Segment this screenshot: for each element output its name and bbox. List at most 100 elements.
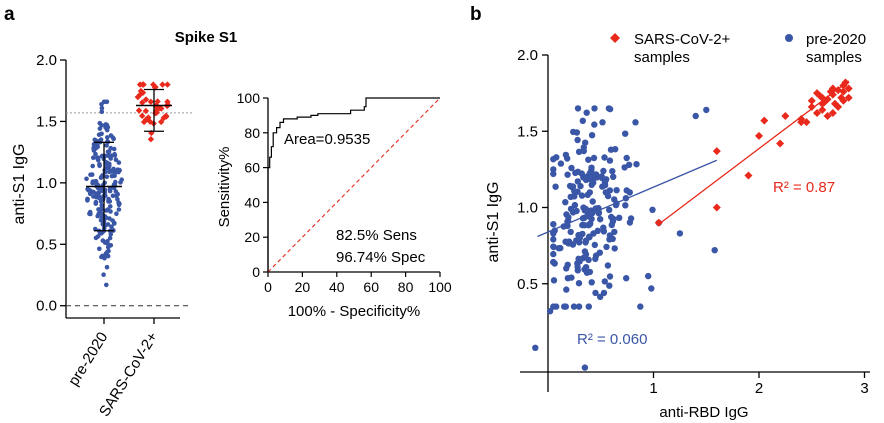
pre2020-point (557, 244, 564, 252)
roc-y-tick-label: 40 (244, 194, 260, 210)
spec-annotation: 96.74% Spec (336, 249, 426, 266)
sars-point (712, 203, 721, 212)
pre2020-point (96, 207, 101, 212)
legend-pre2020-label: pre-2020 samples (806, 31, 870, 66)
pre2020-point (550, 221, 557, 228)
panel-a-scatter: Spike S1 0.0 0.5 1.0 1.5 2.0 anti-S1 IgG pre… (11, 29, 237, 420)
pre2020-point (586, 268, 594, 276)
pre2020-point (592, 289, 599, 297)
pre2020-point (108, 204, 113, 209)
pre2020-point (599, 119, 606, 126)
roc-x-tick-label: 100 (428, 279, 452, 295)
pre2020-point (116, 160, 122, 165)
pre2020-point (99, 123, 104, 128)
pre2020-point (532, 344, 539, 351)
pre2020-point (592, 255, 599, 262)
r2-sars-label: R² = 0.87 (773, 179, 835, 196)
pre2020-point (98, 198, 104, 204)
pre2020-point (550, 243, 557, 250)
pre2020-point (96, 211, 101, 217)
pre2020-point (585, 256, 592, 263)
pre2020-point (611, 228, 618, 236)
pre2020-point (562, 151, 570, 159)
sars-point (807, 102, 816, 111)
b-y-tick-label: 2.0 (517, 47, 538, 64)
pre2020-point (108, 209, 113, 214)
sars-point (140, 118, 148, 126)
pre2020-point (546, 308, 554, 315)
pre2020-point (107, 235, 113, 241)
sars-point (744, 171, 753, 180)
sars-point (157, 118, 165, 126)
panel-label-a: a (4, 4, 15, 25)
pre2020-point (645, 272, 652, 280)
pre2020-point (598, 174, 606, 182)
sars-point (654, 218, 663, 227)
plot-area (84, 81, 172, 288)
sars-point (154, 98, 161, 105)
pre2020-point (98, 137, 104, 142)
pre2020-point (563, 265, 570, 272)
pre2020-point (563, 286, 570, 293)
pre2020-point (564, 275, 572, 282)
sars-point (844, 84, 853, 93)
r2-pre2020-label: R² = 0.060 (577, 331, 647, 348)
pre2020-point (112, 221, 117, 226)
pre2020-point (571, 193, 578, 200)
pre2020-point (564, 171, 571, 178)
pre2020-point (692, 112, 699, 120)
pre2020-point (576, 234, 584, 242)
pre2020-point (99, 186, 105, 192)
sars-point (135, 107, 143, 114)
pre2020-point (574, 105, 582, 112)
roc-x-tick-label: 80 (398, 279, 414, 295)
pre2020-point (99, 202, 104, 208)
pre2020-point (579, 117, 586, 125)
panel-a-roc: 0 20 40 60 80 100 0 20 40 60 80 100 100% - Specific… (216, 90, 452, 320)
sars-point (818, 105, 827, 114)
x-tick-label: pre-2020 (65, 329, 111, 389)
pre2020-point (104, 174, 110, 180)
pre2020-point (552, 183, 559, 190)
pre2020-point (106, 199, 111, 204)
pre2020-point (116, 202, 122, 207)
sars-point (138, 112, 146, 120)
pre2020-point (574, 168, 582, 175)
pre2020-point (109, 173, 115, 179)
pre2020-point (103, 122, 109, 127)
legend-pre2020-line1: pre-2020 (806, 31, 866, 48)
pre2020-point (96, 195, 102, 201)
pre2020-point (569, 241, 577, 248)
pre2020-point (85, 198, 90, 203)
sars-point (797, 115, 806, 124)
pre2020-point (108, 145, 113, 151)
pre2020-point (581, 207, 588, 214)
pre2020-point (550, 170, 557, 178)
sars-point (146, 118, 154, 125)
pre2020-point (98, 217, 104, 223)
sars-point (160, 114, 167, 122)
pre2020-point (601, 154, 608, 161)
pre2020-point (623, 275, 630, 282)
y-tick-label: 0.5 (36, 236, 57, 253)
pre2020-point (591, 241, 598, 249)
pre2020-point (91, 145, 96, 151)
y-tick-label: 0.0 (36, 298, 57, 315)
pre2020-point (97, 246, 102, 252)
b-y-tick-label: 1.5 (517, 123, 538, 140)
pre2020-point (601, 278, 608, 285)
roc-x-tick-label: 60 (363, 279, 379, 295)
pre2020-point (586, 233, 593, 240)
pre2020-point (597, 216, 604, 223)
pre2020-point (585, 221, 593, 229)
pre2020-point (582, 264, 590, 271)
pre2020-point (550, 166, 557, 173)
diagonal-reference (267, 97, 441, 273)
pre2020-point (604, 262, 612, 269)
pre2020-point (95, 155, 100, 161)
pre2020-point (91, 189, 96, 195)
pre2020-point (567, 205, 575, 213)
pre2020-point (574, 188, 581, 195)
fit-line-sars (658, 80, 850, 225)
y-tick-label: 1.5 (36, 113, 57, 130)
